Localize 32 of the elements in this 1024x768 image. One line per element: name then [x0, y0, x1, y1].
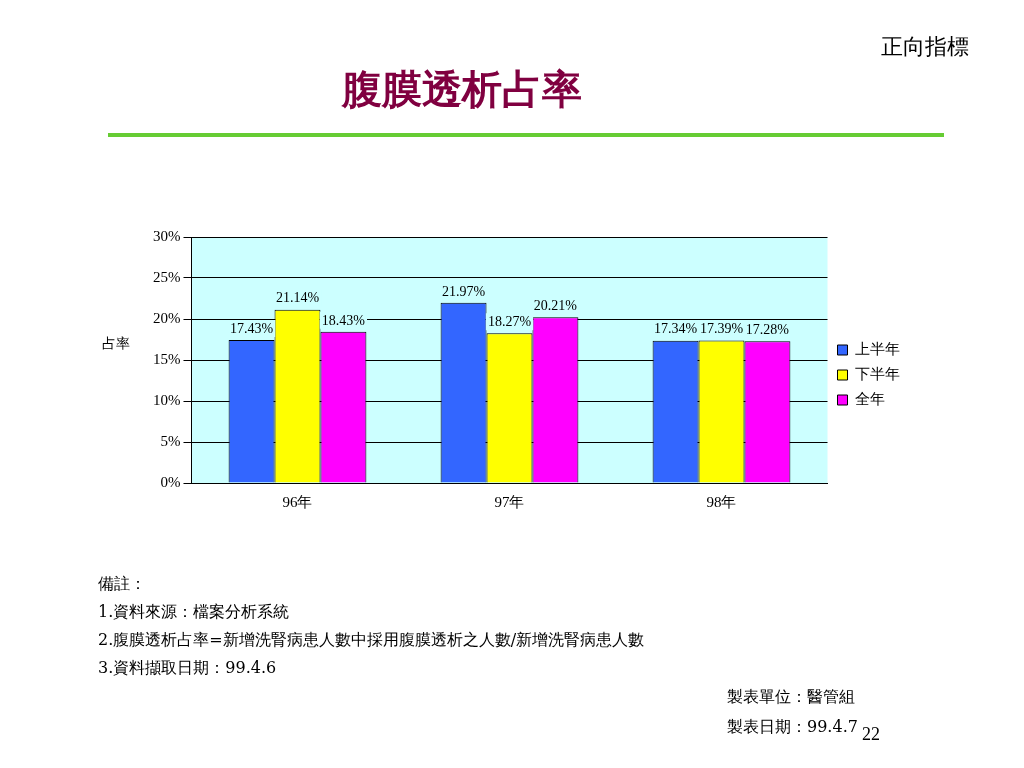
text: 備註： — [98, 573, 147, 595]
data-label: 18.27% — [487, 313, 532, 329]
text: 正向指標 — [881, 33, 969, 61]
y-tick-label: 10% — [153, 391, 181, 408]
y-tick-label: 30% — [153, 227, 181, 244]
y-tick-label: 0% — [160, 473, 181, 490]
x-tick-label: 97年 — [494, 493, 525, 510]
text: 製表日期：99.4.7 — [727, 716, 858, 738]
data-label: 17.34% — [653, 321, 698, 337]
text: 3.資料擷取日期：99.4.6 — [98, 657, 278, 679]
data-label: 18.43% — [321, 312, 366, 328]
text: 1.資料來源：檔案分析系統 — [98, 601, 291, 623]
y-tick-label: 25% — [153, 268, 181, 285]
text: 22 — [862, 724, 880, 745]
y-tick-label: 15% — [153, 350, 181, 367]
x-tick-label: 98年 — [706, 493, 737, 510]
data-label: 21.97% — [441, 283, 486, 299]
data-label: 17.39% — [699, 321, 744, 337]
y-tick-label: 5% — [160, 432, 181, 449]
legend-label: 全年 — [855, 389, 885, 408]
data-label: 21.14% — [275, 290, 320, 306]
x-tick-label: 96年 — [282, 493, 313, 510]
text: 2.腹膜透析占率=新增洗腎病患人數中採用腹膜透析之人數/新增洗腎病患人數 — [98, 629, 645, 651]
text: 製表單位：醫管組 — [727, 686, 856, 708]
data-label: 20.21% — [533, 297, 578, 313]
chart-title: 腹膜透析占率 — [340, 64, 583, 114]
data-label: 17.43% — [229, 320, 274, 336]
data-label: 17.28% — [745, 321, 790, 337]
legend-label: 下半年 — [855, 364, 900, 383]
legend-label: 上半年 — [855, 339, 900, 358]
y-tick-label: 20% — [153, 309, 181, 326]
y-axis-title: 占率 — [102, 335, 130, 353]
